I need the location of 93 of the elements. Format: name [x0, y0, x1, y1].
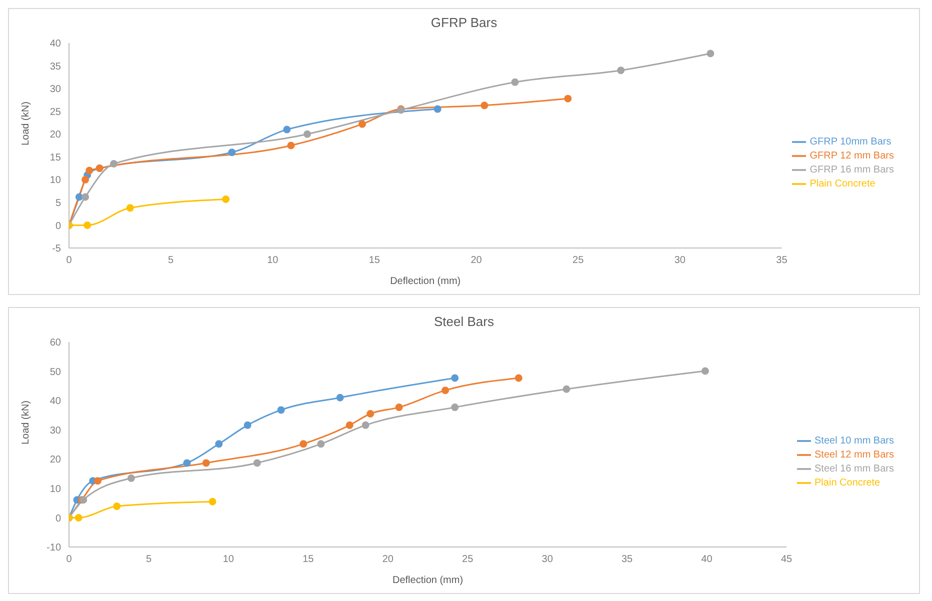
x-tick-label: 0 — [66, 554, 72, 566]
point — [86, 166, 94, 174]
point — [451, 404, 459, 412]
x-tick-label: 30 — [542, 554, 554, 566]
legend-label: Plain Concrete — [810, 178, 876, 190]
point — [480, 102, 488, 110]
legend-label: GFRP 12 mm Bars — [810, 150, 894, 162]
legend-label: Plain Concrete — [814, 477, 880, 488]
x-tick-label: 40 — [701, 554, 713, 566]
point — [362, 421, 370, 429]
point — [706, 50, 714, 58]
point — [366, 410, 374, 418]
chart-title: Steel Bars — [433, 313, 495, 331]
y-tick-label: 60 — [50, 338, 62, 349]
point — [110, 160, 118, 168]
y-tick-label: 5 — [55, 198, 62, 209]
x-tick-label: 10 — [267, 255, 279, 266]
point — [564, 94, 572, 102]
y-tick-label: 20 — [50, 454, 62, 466]
y-tick-label: 25 — [50, 106, 62, 118]
point — [277, 406, 285, 414]
y-tick-label: 30 — [50, 425, 62, 436]
point — [300, 440, 308, 448]
y-tick-label: -10 — [46, 542, 62, 554]
point — [511, 78, 519, 86]
point — [395, 404, 403, 412]
x-tick-label: 5 — [168, 255, 174, 266]
point — [514, 374, 522, 382]
point — [202, 459, 210, 467]
y-tick-label: 40 — [50, 38, 62, 50]
legend-label: Steel 16 mm Bars — [814, 463, 894, 474]
point — [317, 440, 325, 448]
y-axis-title: Load (kN) — [20, 102, 32, 146]
point — [94, 477, 102, 485]
x-tick-label: 15 — [368, 255, 380, 266]
point — [434, 105, 442, 113]
y-tick-label: 15 — [50, 152, 62, 164]
point — [113, 502, 121, 510]
point — [82, 176, 90, 184]
x-tick-label: 0 — [66, 255, 72, 266]
point — [208, 498, 216, 506]
y-tick-label: 10 — [50, 484, 62, 495]
y-axis-title: Load (kN) — [20, 400, 32, 444]
chart-title: GFRP Bars — [430, 14, 498, 32]
point — [74, 514, 82, 522]
x-tick-label: 35 — [622, 554, 634, 566]
x-tick-label: 20 — [470, 255, 482, 266]
x-tick-label: 20 — [382, 554, 394, 566]
point — [127, 474, 135, 482]
point — [75, 193, 83, 201]
point — [228, 148, 236, 156]
y-tick-label: 20 — [50, 130, 62, 141]
point — [562, 385, 570, 393]
x-tick-label: 35 — [776, 255, 788, 266]
point — [304, 130, 311, 138]
point — [287, 142, 295, 150]
y-tick-label: 30 — [50, 84, 62, 96]
point — [451, 374, 459, 382]
x-tick-label: 25 — [462, 554, 474, 566]
point — [701, 367, 709, 375]
point — [84, 221, 92, 229]
legend-label: Steel 12 mm Bars — [814, 449, 894, 460]
point — [126, 204, 134, 212]
point — [336, 394, 344, 402]
y-tick-label: 40 — [50, 396, 62, 408]
point — [617, 66, 625, 74]
point — [442, 386, 450, 394]
y-tick-label: 50 — [50, 366, 62, 378]
point — [253, 459, 261, 467]
x-tick-label: 10 — [222, 554, 234, 566]
legend-label: GFRP 10mm Bars — [810, 136, 892, 148]
x-tick-label: 15 — [302, 554, 314, 566]
point — [346, 421, 354, 429]
y-tick-label: 35 — [50, 61, 62, 72]
legend-label: GFRP 16 mm Bars — [810, 164, 894, 176]
point — [222, 196, 230, 204]
point — [283, 126, 291, 134]
x-tick-label: 30 — [674, 255, 686, 266]
legend-label: Steel 10 mm Bars — [814, 435, 894, 446]
x-tick-label: 25 — [572, 255, 584, 266]
x-tick-label: 5 — [146, 554, 152, 566]
point — [244, 421, 252, 429]
point — [82, 193, 90, 201]
y-tick-label: 10 — [50, 175, 62, 186]
x-tick-label: 45 — [780, 554, 793, 566]
y-tick-label: 0 — [55, 513, 62, 524]
y-tick-label: 0 — [55, 220, 62, 232]
point — [215, 440, 223, 448]
x-axis-title: Deflection (mm) — [390, 276, 461, 287]
y-tick-label: -5 — [52, 244, 62, 255]
x-axis-title: Deflection (mm) — [392, 575, 464, 586]
point — [183, 459, 191, 467]
point — [358, 120, 366, 128]
